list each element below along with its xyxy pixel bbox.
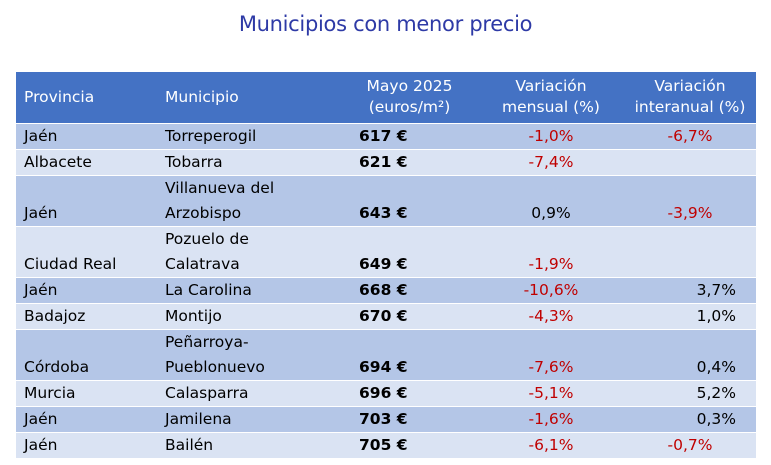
cell-municipio: Villanueva del Arzobispo (157, 175, 341, 227)
cell-variacion-mensual: 0,9% (478, 175, 624, 227)
table-row: Jaén La Carolina 668 € -10,6% 3,7% (16, 277, 756, 304)
cell-variacion-mensual: -6,1% (478, 432, 624, 459)
header-mensual-line1: Variación (515, 77, 587, 96)
cell-variacion-interanual: -3,9% (624, 175, 756, 227)
cell-provincia: Murcia (16, 380, 157, 407)
cell-precio: 705 € (341, 432, 478, 459)
table-row: Ciudad Real Pozuelo de Calatrava 649 € -1,9% (16, 226, 756, 278)
cell-provincia: Badajoz (16, 303, 157, 330)
cell-precio: 643 € (341, 175, 478, 227)
cell-provincia: Ciudad Real (16, 226, 157, 278)
cell-municipio: Tobarra (157, 149, 341, 176)
municipio-line1: Bailén (165, 435, 214, 454)
header-municipio: Municipio (157, 72, 341, 124)
municipio-line1: Villanueva del (165, 178, 275, 197)
municipio-line1: Torreperogil (165, 126, 257, 145)
municipio-line2: Pueblonuevo (165, 357, 265, 376)
header-interanual-line2: interanual (%) (634, 98, 746, 117)
cell-variacion-interanual: -0,7% (624, 432, 756, 459)
cell-municipio: Torreperogil (157, 123, 341, 150)
cell-municipio: Peñarroya- Pueblonuevo (157, 329, 341, 381)
table-row: Córdoba Peñarroya- Pueblonuevo 694 € -7,6% 0,… (16, 329, 756, 381)
cell-precio: 621 € (341, 149, 478, 176)
header-precio-line1: Mayo 2025 (366, 77, 453, 96)
cell-provincia: Córdoba (16, 329, 157, 381)
cell-variacion-interanual: 1,0% (624, 303, 756, 330)
municipio-line1: La Carolina (165, 280, 252, 299)
cell-variacion-interanual: 3,7% (624, 277, 756, 304)
cell-variacion-mensual: -10,6% (478, 277, 624, 304)
table-row: Jaén Jamilena 703 € -1,6% 0,3% (16, 406, 756, 433)
table-row: Badajoz Montijo 670 € -4,3% 1,0% (16, 303, 756, 330)
cell-provincia: Jaén (16, 175, 157, 227)
header-precio: Mayo 2025 (euros/m²) (341, 72, 478, 124)
cell-provincia: Jaén (16, 406, 157, 433)
municipio-line2: Calatrava (165, 254, 240, 273)
cell-variacion-mensual: -1,0% (478, 123, 624, 150)
cell-provincia: Jaén (16, 432, 157, 459)
municipio-line1: Tobarra (165, 152, 223, 171)
table-row: Jaén Bailén 705 € -6,1% -0,7% (16, 432, 756, 459)
cell-municipio: Montijo (157, 303, 341, 330)
header-provincia: Provincia (16, 72, 157, 124)
cell-municipio: Jamilena (157, 406, 341, 433)
cell-precio: 703 € (341, 406, 478, 433)
cell-precio: 696 € (341, 380, 478, 407)
cell-precio: 694 € (341, 329, 478, 381)
cell-provincia: Jaén (16, 123, 157, 150)
table-row: Jaén Torreperogil 617 € -1,0% -6,7% (16, 123, 756, 150)
municipio-line1: Jamilena (165, 409, 232, 428)
table-row: Jaén Villanueva del Arzobispo 643 €0,9% -3,9… (16, 175, 756, 227)
cell-variacion-mensual: -5,1% (478, 380, 624, 407)
page-title: Municipios con menor precio (238, 12, 533, 36)
cell-precio: 649 € (341, 226, 478, 278)
table-body: Jaén Torreperogil 617 € -1,0% -6,7% Albacete T… (16, 123, 756, 459)
cell-precio: 668 € (341, 277, 478, 304)
cell-provincia: Jaén (16, 277, 157, 304)
municipio-line2: Arzobispo (165, 203, 242, 222)
header-precio-line2: (euros/m²) (368, 98, 451, 117)
cell-variacion-interanual: 0,3% (624, 406, 756, 433)
cell-precio: 670 € (341, 303, 478, 330)
cell-variacion-interanual (624, 226, 756, 278)
cell-variacion-mensual: -1,6% (478, 406, 624, 433)
header-interanual-line1: Variación (654, 77, 726, 96)
cell-municipio: Pozuelo de Calatrava (157, 226, 341, 278)
header-mensual-line2: mensual (%) (502, 98, 600, 117)
table-row: Albacete Tobarra 621 € -7,4% (16, 149, 756, 176)
municipio-line1: Peñarroya- (165, 332, 249, 351)
cell-variacion-interanual: 5,2% (624, 380, 756, 407)
municipio-line1: Calasparra (165, 383, 249, 402)
cell-variacion-mensual: -1,9% (478, 226, 624, 278)
cell-variacion-interanual (624, 149, 756, 176)
cell-precio: 617 € (341, 123, 478, 150)
cell-municipio: La Carolina (157, 277, 341, 304)
header-variacion-interanual: Variación interanual (%) (624, 72, 756, 124)
municipio-line1: Pozuelo de (165, 229, 249, 248)
table-row: Murcia Calasparra 696 € -5,1% 5,2% (16, 380, 756, 407)
cell-municipio: Calasparra (157, 380, 341, 407)
cell-variacion-mensual: -7,6% (478, 329, 624, 381)
header-variacion-mensual: Variación mensual (%) (478, 72, 624, 124)
cell-variacion-interanual: 0,4% (624, 329, 756, 381)
price-table: Provincia Municipio Mayo 2025 (euros/m²)… (16, 72, 756, 459)
cell-variacion-mensual: -4,3% (478, 303, 624, 330)
table-header-row: Provincia Municipio Mayo 2025 (euros/m²)… (16, 72, 756, 124)
cell-municipio: Bailén (157, 432, 341, 459)
municipio-line1: Montijo (165, 306, 222, 325)
cell-variacion-mensual: -7,4% (478, 149, 624, 176)
cell-provincia: Albacete (16, 149, 157, 176)
cell-variacion-interanual: -6,7% (624, 123, 756, 150)
